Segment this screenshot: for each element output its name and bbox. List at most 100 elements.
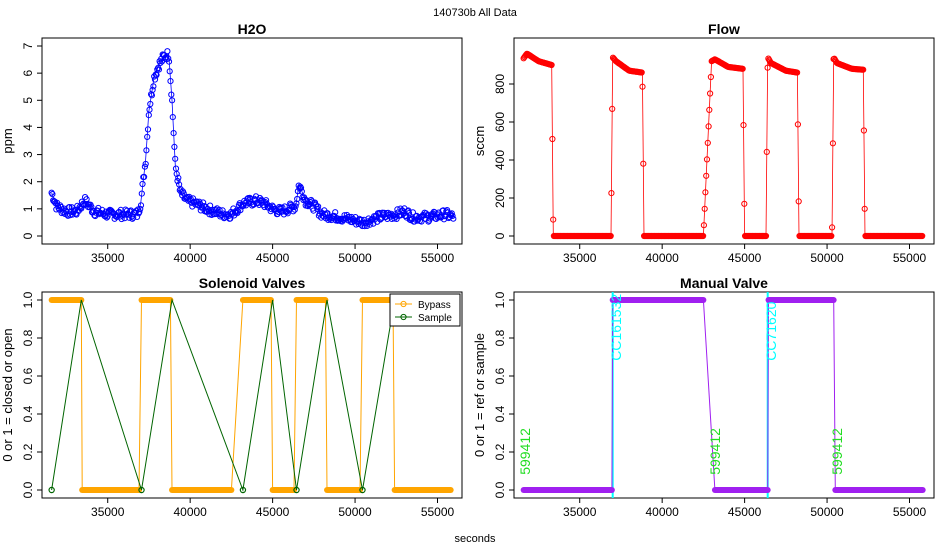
data-point [92, 212, 99, 220]
data-point [144, 133, 151, 140]
data-point [290, 208, 297, 215]
data-point [150, 83, 157, 90]
series-line [523, 53, 923, 237]
data-point [762, 232, 770, 240]
y-axis-label: 0 or 1 = closed or open [0, 328, 15, 461]
legend: Bypass Sample [389, 293, 461, 327]
data-point [294, 195, 301, 203]
legend-swatch-marker [400, 300, 407, 308]
data-point [164, 48, 171, 55]
data-point [700, 232, 707, 240]
data-point [795, 198, 802, 205]
y-tick-label: 1.0 [493, 291, 507, 308]
series-line [51, 299, 451, 491]
plot-frame [513, 291, 935, 499]
legend-box [389, 293, 461, 327]
x-tick-label: 35000 [563, 505, 597, 519]
data-point [919, 232, 926, 240]
data-point [146, 106, 153, 113]
y-tick-label: 0.0 [21, 481, 35, 498]
data-point [449, 212, 456, 219]
x-tick-label: 35000 [91, 251, 125, 265]
plot-frame [513, 37, 935, 245]
data-point [640, 160, 647, 167]
data-point [377, 216, 384, 223]
figure-xlabel: seconds [455, 533, 496, 545]
data-point [256, 201, 263, 208]
y-tick-label: 800 [493, 74, 507, 94]
data-point [166, 68, 173, 75]
x-tick-label: 50000 [338, 505, 372, 519]
y-tick-label: 0 [21, 232, 35, 239]
data-point [297, 184, 305, 191]
y-tick-label: 600 [493, 112, 507, 132]
data-point [794, 69, 801, 76]
data-point [291, 206, 298, 213]
data-point [144, 126, 152, 133]
data-point [123, 211, 130, 218]
data-point [155, 66, 162, 73]
data-point [310, 207, 317, 214]
y-tick-label: 1 [21, 205, 35, 212]
data-point [609, 105, 616, 113]
data-point [763, 148, 770, 155]
annotation-label: 599412 [707, 428, 723, 475]
data-point [741, 200, 748, 207]
data-point [141, 173, 148, 180]
y-tick-label: 0.4 [493, 405, 507, 422]
data-point [173, 170, 180, 177]
data-point [168, 91, 175, 98]
y-tick-label: 0.2 [21, 443, 35, 460]
data-point [142, 160, 149, 168]
data-point [141, 163, 148, 170]
data-point [134, 213, 141, 220]
x-tick-label: 35000 [563, 251, 597, 265]
y-axis-label: 0 or 1 = ref or sample [472, 333, 487, 457]
panel-4: Manual Valve 0 or 1 = ref or sample 35000 4… [472, 275, 935, 519]
y-tick-label: 1.0 [21, 291, 35, 308]
data-point [639, 83, 646, 90]
data-point [359, 486, 366, 494]
panel-1: H2O ppm 35000 40000 45000 50000 55000 0 1 2 3 4 5 6 7 [0, 21, 463, 265]
data-point [104, 213, 111, 220]
data-point [170, 130, 177, 137]
data-point [157, 59, 164, 67]
annotation-label: 599412 [517, 428, 533, 475]
data-point [219, 207, 226, 214]
data-point [794, 121, 802, 128]
data-point [704, 139, 711, 146]
data-point [207, 202, 214, 209]
data-point [233, 207, 240, 214]
data-point [550, 216, 557, 223]
data-point [99, 206, 106, 213]
series-line [51, 298, 396, 492]
y-tick-label: 0.2 [493, 443, 507, 460]
data-point [169, 114, 176, 121]
data-point [860, 66, 867, 73]
data-point [263, 197, 270, 204]
data-point [638, 69, 645, 76]
data-point [607, 232, 614, 240]
data-point [829, 224, 836, 231]
data-point [740, 122, 747, 129]
data-point [143, 147, 150, 154]
data-point [138, 190, 145, 197]
plot-frame [41, 291, 463, 499]
data-point [48, 486, 55, 494]
x-tick-label: 45000 [728, 251, 762, 265]
data-point [701, 205, 708, 212]
x-tick-label: 40000 [645, 505, 679, 519]
panel-3: Solenoid Valves 0 or 1 = closed or open 35… [0, 275, 463, 519]
data-point [549, 135, 556, 143]
data-point [103, 214, 110, 221]
y-tick-label: 3 [21, 151, 35, 158]
y-axis-label: sccm [472, 126, 487, 156]
y-tick-label: 7 [21, 42, 35, 49]
y-axis-label: ppm [0, 128, 15, 153]
legend-swatch-marker [400, 313, 407, 321]
data-point [703, 156, 711, 163]
data-point [391, 215, 398, 222]
data-point [450, 215, 457, 222]
x-tick-label: 50000 [810, 251, 844, 265]
data-point [162, 55, 169, 62]
